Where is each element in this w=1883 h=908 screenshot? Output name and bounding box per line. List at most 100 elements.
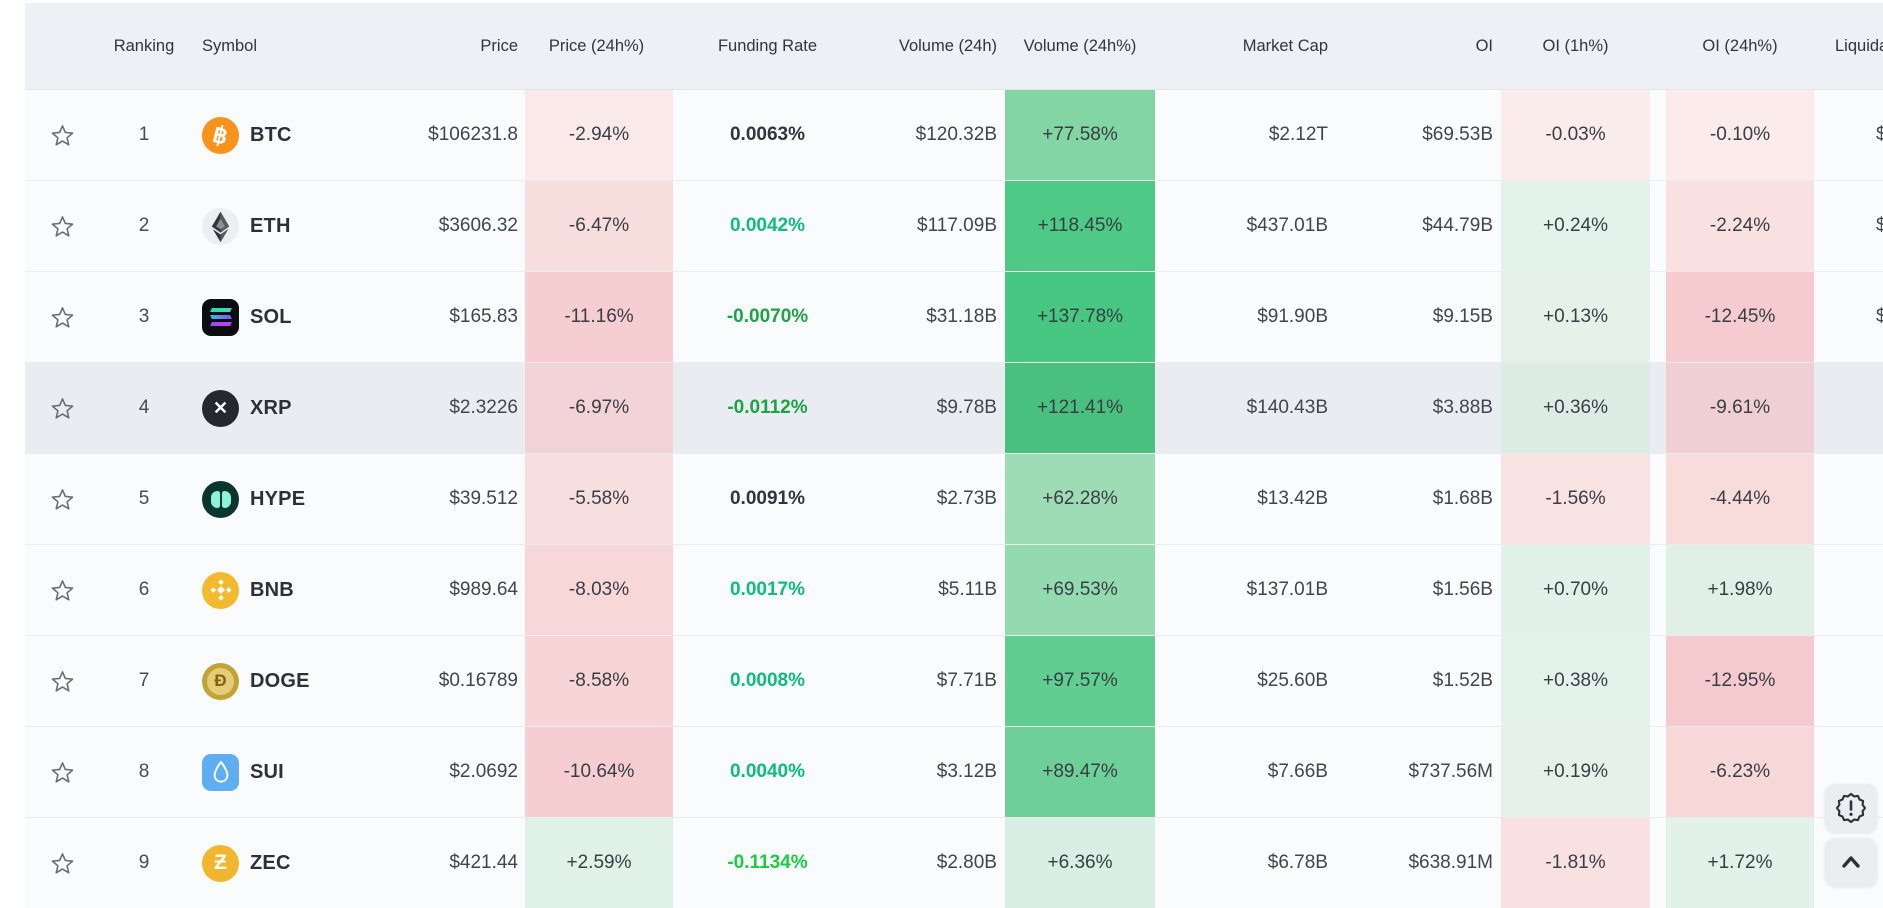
volume-24h-cell: $31.18B bbox=[860, 272, 997, 362]
table-row-doge[interactable]: 7 Đ DOGE $0.16789 -8.58% 0.0008% $7.71B … bbox=[25, 636, 1883, 727]
open-interest-cell: $1.68B bbox=[1328, 454, 1493, 544]
table-row-hype[interactable]: 5 HYPE $39.512 -5.58% 0.0091% $2.73B +62… bbox=[25, 454, 1883, 545]
volume-24h-value: $2.73B bbox=[936, 488, 997, 509]
oi-change-24h-pill: -6.23% bbox=[1666, 727, 1814, 817]
favorite-star-button[interactable] bbox=[25, 636, 100, 726]
column-header-ranking[interactable]: Ranking bbox=[113, 36, 175, 55]
price-change-24h-value: -6.97% bbox=[568, 397, 630, 418]
column-header-volume_change_24h[interactable]: Volume (24h%) bbox=[1023, 36, 1137, 55]
favorite-star-button[interactable] bbox=[25, 363, 100, 453]
oi-change-24h-pill: -4.44% bbox=[1666, 454, 1814, 544]
ranking-value: 7 bbox=[138, 670, 150, 691]
column-header-liquidation[interactable]: Liquidation bbox=[1835, 36, 1883, 55]
volume-change-24h-pill: +77.58% bbox=[1005, 90, 1155, 180]
oi-change-1h-cell: +0.24% bbox=[1493, 181, 1658, 271]
favorite-star-button[interactable] bbox=[25, 727, 100, 817]
oi-change-24h-cell: -6.23% bbox=[1658, 727, 1822, 817]
price-change-24h-pill: -6.47% bbox=[525, 181, 673, 271]
symbol-cell: Ƶ ZEC bbox=[188, 818, 348, 908]
market-cap-cell: $2.12T bbox=[1163, 90, 1328, 180]
column-header-oi_change_1h[interactable]: OI (1h%) bbox=[1542, 36, 1609, 55]
funding-rate-value: 0.0091% bbox=[729, 488, 805, 509]
price-change-24h-value: -8.58% bbox=[568, 670, 630, 691]
volume-24h-cell: $2.80B bbox=[860, 818, 997, 908]
table-row-sol[interactable]: 3 SOL $165.83 -11.16% -0.0070% $31.18B +… bbox=[25, 272, 1883, 363]
price-cell: $421.44 bbox=[348, 818, 518, 908]
price-change-24h-cell: -5.58% bbox=[518, 454, 675, 544]
ranking-value: 9 bbox=[138, 852, 150, 873]
symbol-cell: ✕ XRP bbox=[188, 363, 348, 453]
volume-change-24h-value: +77.58% bbox=[1042, 124, 1118, 145]
oi-change-1h-value: +0.19% bbox=[1543, 761, 1608, 782]
star-icon bbox=[51, 306, 74, 328]
price-value: $2.3226 bbox=[449, 397, 518, 418]
column-header-market_cap[interactable]: Market Cap bbox=[1242, 36, 1328, 55]
symbol-label: SOL bbox=[250, 305, 292, 328]
column-header-symbol[interactable]: Symbol bbox=[202, 36, 258, 55]
market-cap-value: $140.43B bbox=[1246, 397, 1328, 418]
open-interest-cell: $3.88B bbox=[1328, 363, 1493, 453]
oi-change-1h-pill: +0.38% bbox=[1501, 636, 1650, 726]
favorite-star-button[interactable] bbox=[25, 545, 100, 635]
oi-change-1h-pill: -1.81% bbox=[1501, 818, 1650, 908]
symbol-label: BNB bbox=[250, 578, 294, 601]
volume-change-24h-pill: +62.28% bbox=[1005, 454, 1155, 544]
scroll-to-top-button[interactable] bbox=[1825, 838, 1877, 886]
ranking-value: 6 bbox=[138, 579, 150, 600]
oi-change-24h-cell: -12.45% bbox=[1658, 272, 1822, 362]
market-cap-value: $7.66B bbox=[1267, 761, 1328, 782]
column-header-price_change_24h[interactable]: Price (24h%) bbox=[548, 36, 645, 55]
symbol-cell: Đ DOGE bbox=[188, 636, 348, 726]
table-row-sui[interactable]: 8 SUI $2.0692 -10.64% 0.0040% $3.12B +89… bbox=[25, 727, 1883, 818]
price-change-24h-cell: -8.58% bbox=[518, 636, 675, 726]
column-header-funding_rate[interactable]: Funding Rate bbox=[717, 36, 818, 55]
table-row-eth[interactable]: 2 ETH $3606.32 -6.47% 0.0042% $117.09B +… bbox=[25, 181, 1883, 272]
liquidation-cell bbox=[1822, 454, 1883, 544]
table-row-bnb[interactable]: 6 BNB $989.64 -8.03% 0.0017% $5.11B +69.… bbox=[25, 545, 1883, 636]
volume-24h-cell: $9.78B bbox=[860, 363, 997, 453]
price-value: $39.512 bbox=[449, 488, 518, 509]
favorite-star-button[interactable] bbox=[25, 90, 100, 180]
volume-24h-cell: $117.09B bbox=[860, 181, 997, 271]
oi-change-24h-value: -12.45% bbox=[1704, 306, 1776, 327]
oi-change-24h-cell: +1.72% bbox=[1658, 818, 1822, 908]
price-change-24h-cell: -6.47% bbox=[518, 181, 675, 271]
favorite-cell bbox=[25, 454, 100, 544]
favorite-star-button[interactable] bbox=[25, 454, 100, 544]
column-header-favorite[interactable] bbox=[25, 3, 100, 89]
ranking-cell: 2 bbox=[100, 181, 188, 271]
oi-change-1h-cell: +0.36% bbox=[1493, 363, 1658, 453]
oi-change-24h-cell: -2.24% bbox=[1658, 181, 1822, 271]
oi-change-24h-cell: -12.95% bbox=[1658, 636, 1822, 726]
volume-24h-cell: $120.32B bbox=[860, 90, 997, 180]
favorite-star-button[interactable] bbox=[25, 818, 100, 908]
volume-change-24h-value: +118.45% bbox=[1037, 215, 1123, 236]
crypto-screener-table: Ranking Symbol Price Price (24h%) Funding Ra… bbox=[25, 3, 1883, 908]
oi-change-24h-cell: -0.10% bbox=[1658, 90, 1822, 180]
volume-change-24h-pill: +97.57% bbox=[1005, 636, 1155, 726]
alert-badge-button[interactable] bbox=[1825, 784, 1877, 832]
column-header-price[interactable]: Price bbox=[480, 36, 518, 55]
column-header-volume_24h[interactable]: Volume (24h) bbox=[898, 36, 997, 55]
open-interest-value: $1.52B bbox=[1432, 670, 1493, 691]
alert-badge-icon bbox=[1835, 792, 1867, 824]
volume-24h-value: $117.09B bbox=[917, 215, 997, 236]
market-cap-cell: $91.90B bbox=[1163, 272, 1328, 362]
favorite-star-button[interactable] bbox=[25, 181, 100, 271]
table-row-zec[interactable]: 9 Ƶ ZEC $421.44 +2.59% -0.1134% $2.80B +… bbox=[25, 818, 1883, 908]
volume-change-24h-value: +69.53% bbox=[1042, 579, 1118, 600]
symbol-cell: ETH bbox=[188, 181, 348, 271]
open-interest-cell: $1.52B bbox=[1328, 636, 1493, 726]
price-cell: $165.83 bbox=[348, 272, 518, 362]
favorite-star-button[interactable] bbox=[25, 272, 100, 362]
column-header-oi[interactable]: OI bbox=[1475, 36, 1493, 55]
table-row-btc[interactable]: 1 ฿ BTC $106231.8 -2.94% 0.0063% $120.32… bbox=[25, 90, 1883, 181]
column-header-oi_change_24h[interactable]: OI (24h%) bbox=[1702, 36, 1778, 55]
oi-change-24h-cell: +1.98% bbox=[1658, 545, 1822, 635]
volume-change-24h-cell: +121.41% bbox=[997, 363, 1163, 453]
table-row-xrp[interactable]: 4 ✕ XRP $2.3226 -6.97% -0.0112% $9.78B +… bbox=[25, 363, 1883, 454]
price-change-24h-pill: -8.58% bbox=[525, 636, 673, 726]
symbol-cell: SUI bbox=[188, 727, 348, 817]
liquidation-value-fragment: $ bbox=[1876, 215, 1883, 236]
funding-rate-cell: 0.0063% bbox=[675, 90, 860, 180]
